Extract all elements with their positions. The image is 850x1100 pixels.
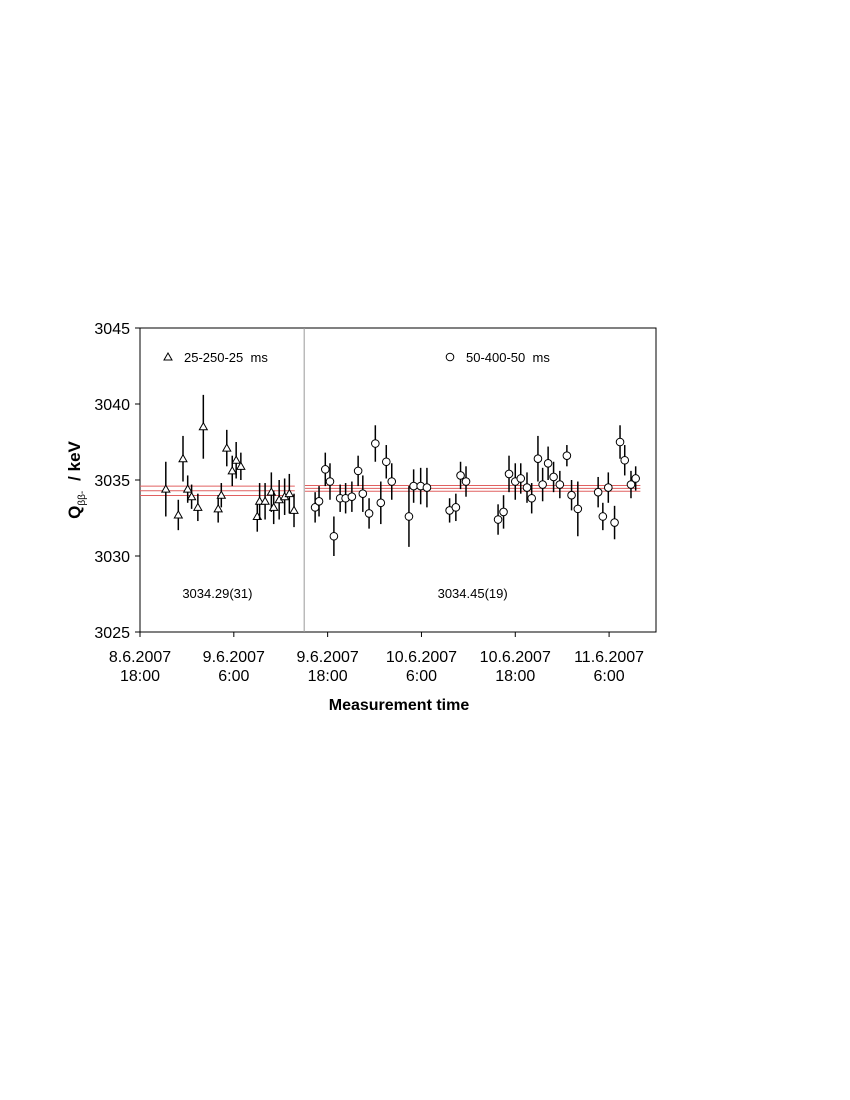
data-point	[173, 509, 184, 519]
mean-label: 3034.45(19)	[438, 586, 508, 601]
data-point	[325, 477, 335, 486]
data-point	[235, 461, 246, 470]
data-point	[371, 439, 380, 448]
x-tick-label: 9.6.2007 18:00	[296, 649, 359, 685]
mean-label: 3034.29(31)	[182, 586, 252, 601]
y-tick-label: 3030	[94, 549, 130, 566]
data-point	[549, 472, 558, 482]
data-point	[610, 518, 619, 527]
data-point	[593, 487, 603, 497]
x-axis-label: Measurement time	[329, 697, 470, 714]
data-point	[409, 481, 418, 491]
data-point	[555, 480, 565, 489]
data-point	[562, 451, 572, 460]
data-point	[620, 455, 630, 465]
data-point	[527, 493, 536, 503]
data-point	[573, 504, 583, 514]
data-point	[543, 458, 553, 468]
data-point	[160, 484, 171, 493]
data-point	[347, 492, 357, 502]
data-point	[358, 489, 368, 498]
data-point	[567, 490, 576, 500]
data-point	[615, 437, 625, 447]
data-point	[216, 490, 227, 499]
data-point	[320, 465, 330, 474]
data-point	[364, 509, 374, 518]
data-point	[626, 480, 636, 489]
x-tick-label: 11.6.2007 6:00	[574, 649, 645, 685]
y-tick-label: 3025	[94, 625, 130, 642]
data-point	[604, 483, 613, 492]
y-tick-label: 3045	[94, 321, 130, 338]
data-point	[231, 455, 242, 464]
data-point	[422, 483, 432, 492]
y-axis-label: Qββ- / keV	[65, 440, 88, 518]
data-point	[182, 484, 193, 493]
x-tick-label: 10.6.2007 6:00	[385, 649, 458, 685]
y-label-unit: / keV	[65, 440, 84, 480]
data-point	[381, 457, 391, 467]
y-label-main: Q	[65, 506, 84, 519]
data-point	[260, 496, 270, 505]
data-point	[198, 421, 209, 431]
legend-symbol	[163, 351, 173, 361]
data-point	[387, 477, 397, 486]
data-point	[314, 496, 324, 506]
data-point	[461, 477, 471, 486]
data-point	[221, 443, 232, 452]
data-point	[598, 512, 608, 521]
data-point	[186, 491, 197, 501]
data-point	[522, 483, 532, 492]
data-point	[538, 480, 547, 489]
y-tick-label: 3035	[94, 473, 130, 490]
data-point	[227, 465, 238, 475]
data-point	[353, 466, 363, 476]
legend-symbol	[445, 352, 455, 362]
data-point	[504, 469, 514, 479]
data-point	[329, 531, 339, 541]
x-tick-label: 10.6.2007 18:00	[479, 649, 551, 685]
data-point	[192, 502, 203, 511]
data-point	[376, 498, 386, 508]
data-point	[451, 503, 461, 512]
data-point	[178, 453, 188, 463]
y-tick-label: 3040	[94, 397, 130, 414]
data-point	[268, 502, 279, 511]
legend-label: 25-250-25 ms	[184, 350, 268, 365]
data-point	[499, 507, 508, 517]
data-point	[533, 454, 543, 464]
data-point	[404, 512, 414, 521]
data-point	[456, 471, 465, 480]
legend-label: 50-400-50 ms	[466, 350, 550, 365]
data-point	[289, 505, 299, 514]
data-point	[631, 474, 640, 483]
x-tick-label: 9.6.2007 6:00	[202, 649, 265, 685]
data-point	[284, 488, 295, 498]
data-point	[516, 474, 526, 483]
y-label-sub: ββ-	[77, 491, 88, 506]
data-point	[213, 503, 224, 513]
x-tick-label: 8.6.2007 18:00	[108, 649, 172, 685]
data-point	[493, 515, 503, 524]
